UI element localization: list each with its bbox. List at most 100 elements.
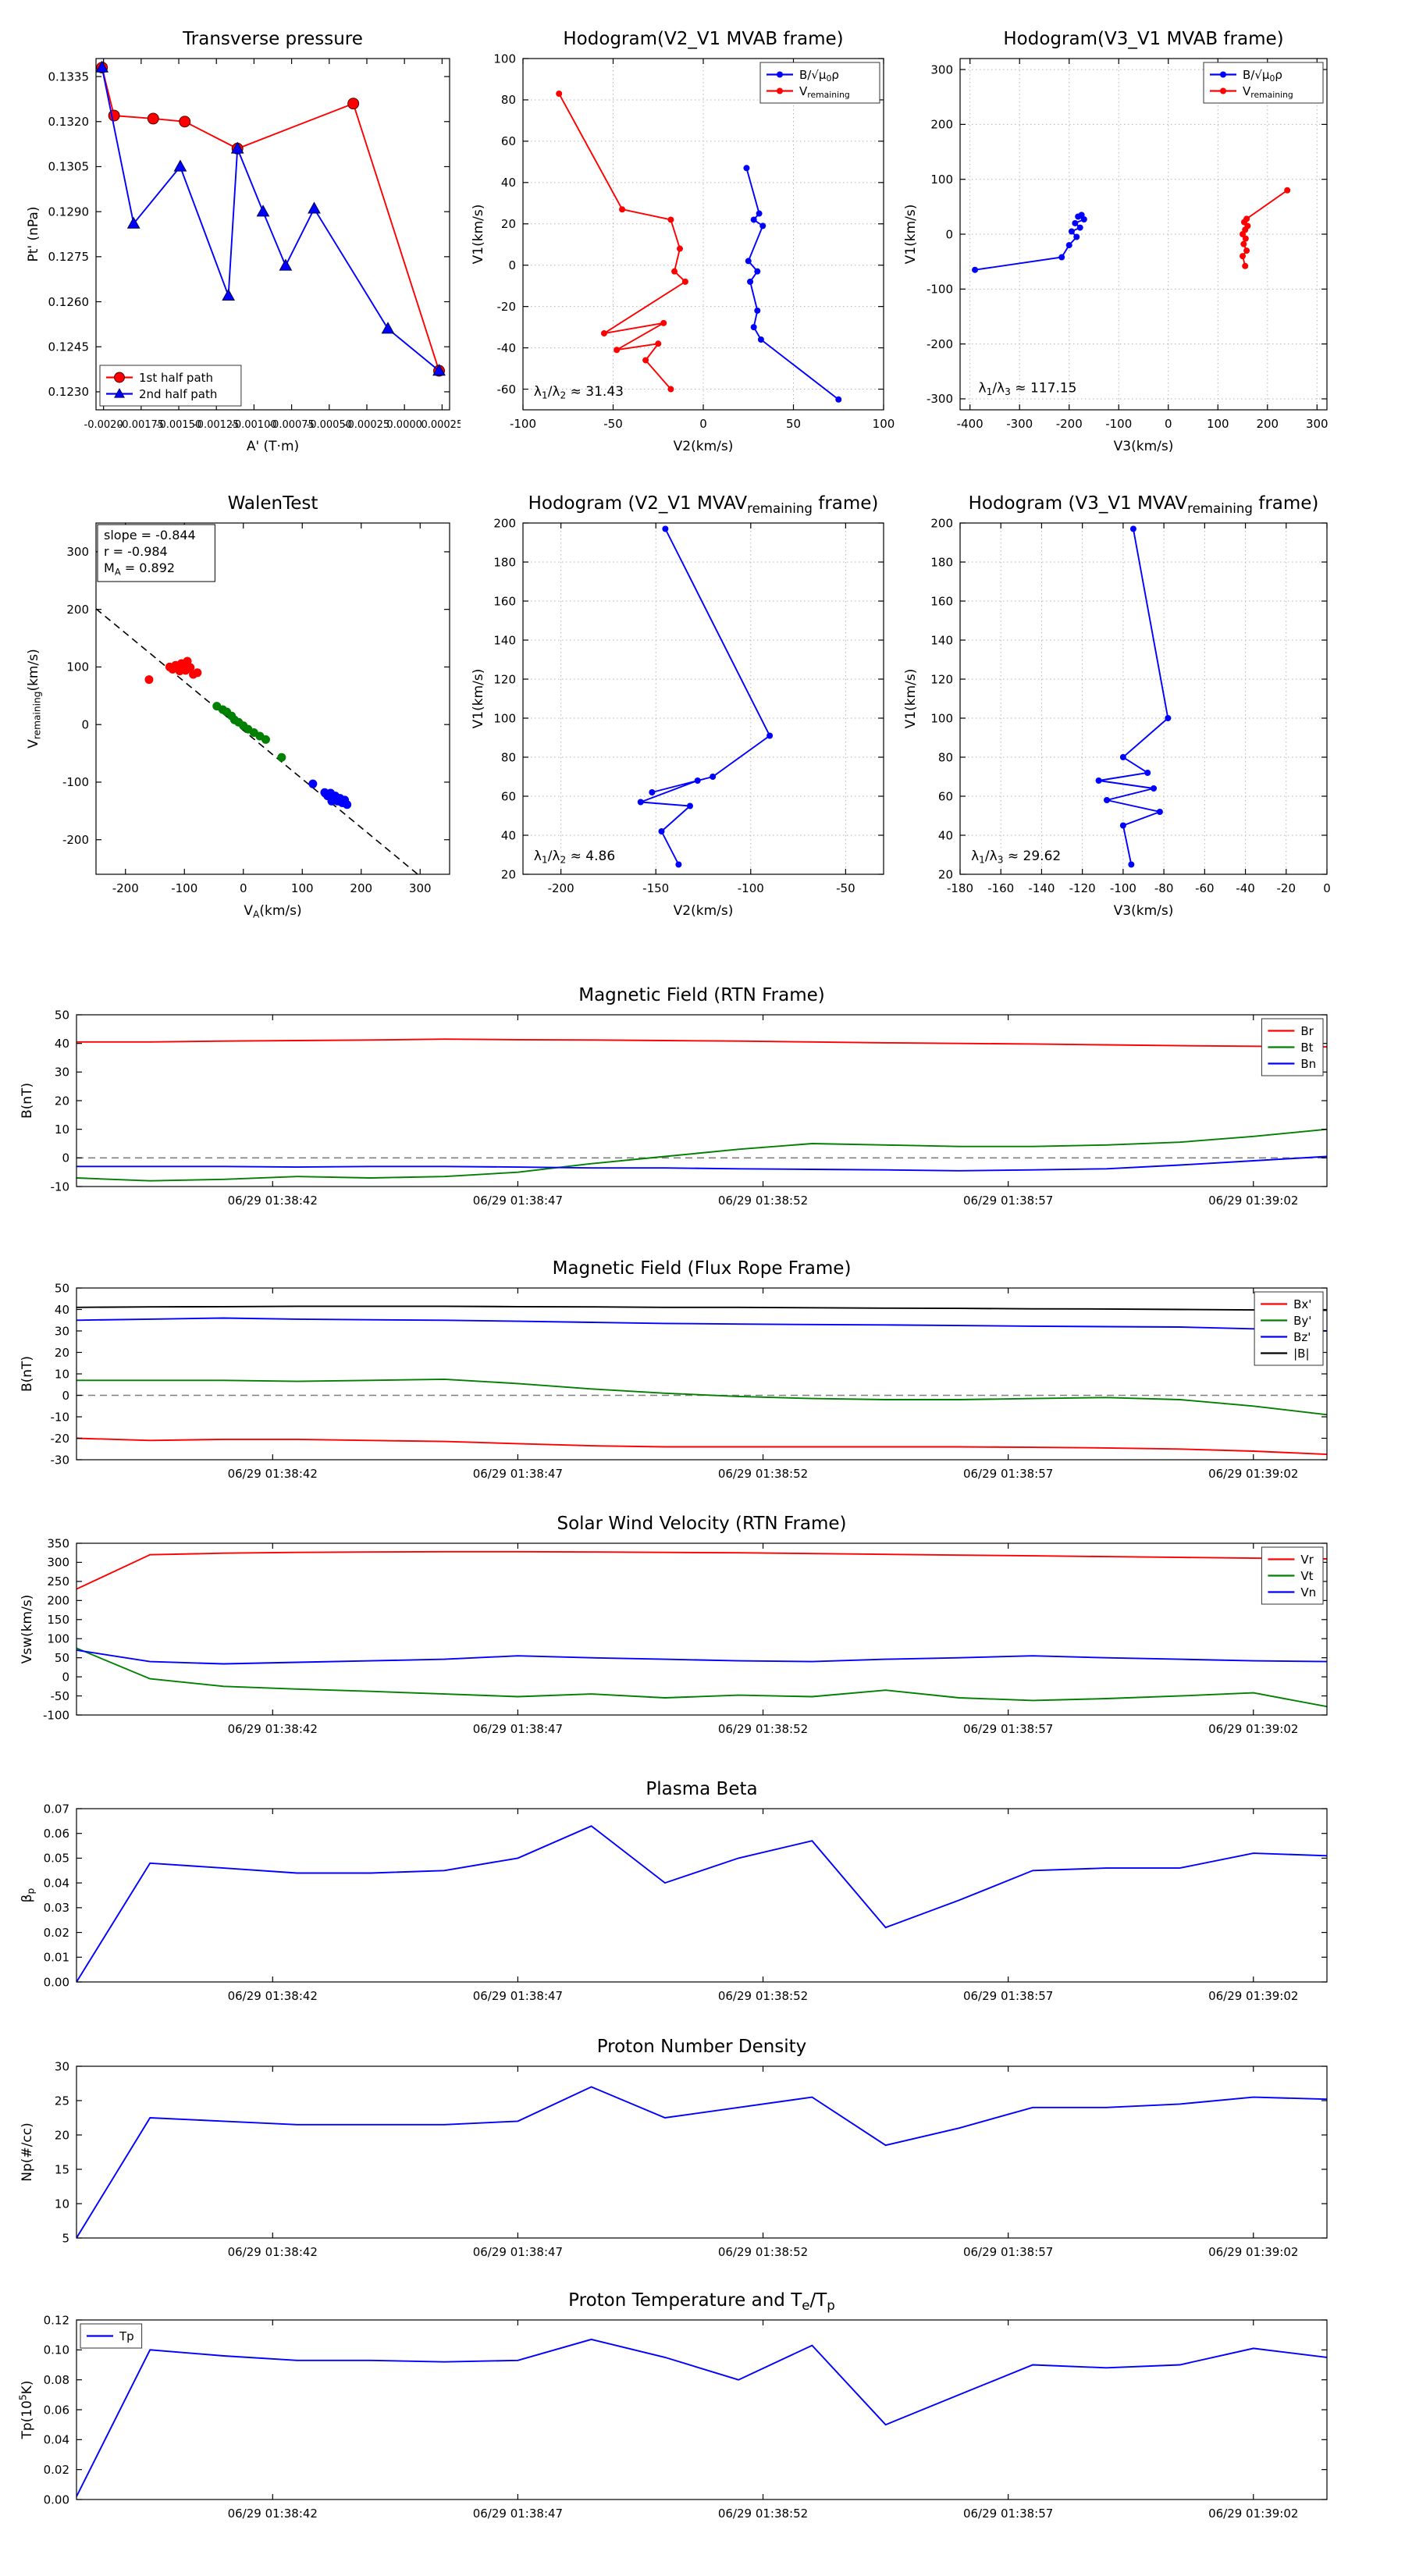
axes-frame [95,58,450,411]
y-axis-label: V1(km/s) [471,669,486,729]
y-tick-label: 180 [493,555,516,569]
y-tick-label: 50 [55,1281,69,1295]
x-tick-label: -0.00150 [156,419,201,431]
chart-proton-temperature: 06/29 01:38:42 06/29 01:38:47 06/29 01:38:… [18,2290,1328,2521]
y-tick-label: 120 [493,672,516,686]
y-tick-label: -100 [62,775,89,789]
x-axis-label: VA(km/s) [244,903,301,920]
y-tick-label: 40 [501,828,516,842]
x-tick-label: -0.00175 [119,419,164,431]
y-tick-label: 20 [55,1094,69,1108]
y-tick-label: 0.03 [44,1901,69,1915]
y-tick-label: 0 [62,1151,69,1165]
y-tick-label: 300 [66,545,89,559]
series-Vr [76,1550,1327,1590]
series-B-over-sqrt-mu0rho-markers [743,165,842,403]
legend-label: By' [1293,1314,1311,1328]
x-tick-label: 0 [699,417,707,431]
x-tick-label: 06/29 01:38:47 [473,2245,563,2259]
x-tick-label: 06/29 01:38:42 [228,1194,318,1208]
y-tick-label: 40 [55,1037,69,1051]
y-tick-label: 100 [930,711,953,725]
y-tick-label: 300 [47,1556,69,1570]
tick-marks [523,522,884,875]
y-tick-label: 0.1305 [48,160,90,174]
x-tick-label: 06/29 01:38:52 [718,1194,808,1208]
chart-magnetic-field-rtn: 06/29 01:38:42 06/29 01:38:47 06/29 01:38:… [20,985,1328,1208]
x-tick-label: 06/29 01:38:42 [228,1467,318,1481]
y-tick-label: 250 [47,1574,69,1589]
series-2nd half path [101,67,440,372]
x-tick-label: 06/29 01:39:02 [1208,2507,1298,2521]
x-tick-label: 06/29 01:39:02 [1208,1194,1298,1208]
stats-box [97,524,215,582]
series-2nd half path-markers [96,60,446,376]
series-group [556,91,842,403]
series-B-magnitude [76,1305,1327,1311]
y-tick-label: 15 [55,2162,69,2176]
x-tick-label: -300 [1006,417,1033,431]
chart-title: Hodogram (V3_V1 MVAVremaining frame) [969,493,1319,516]
x-tick-label: -150 [642,881,669,895]
y-tick-label: 50 [55,1008,69,1022]
series-group [972,187,1291,273]
x-tick-label: 100 [1207,417,1229,431]
y-tick-label: 100 [493,711,516,725]
x-tick-label: -400 [957,417,984,431]
chart-title: Magnetic Field (RTN Frame) [578,985,825,1005]
legend-label: Vremaining [1243,84,1293,100]
legend-label: Bz' [1293,1330,1311,1344]
x-tick-label: 06/29 01:38:42 [228,2507,318,2521]
x-tick-label: -0.0020 [84,419,123,431]
y-tick-label: 0.1275 [48,250,90,264]
y-tick-label: 100 [66,660,89,674]
y-tick-label: 20 [55,1346,69,1360]
chart-proton-number-density: 06/29 01:38:42 06/29 01:38:47 06/29 01:38:… [20,2037,1328,2259]
y-tick-label: 0.02 [44,2463,69,2477]
y-tick-label: 60 [501,789,516,803]
y-tick-label: 0.00 [44,1975,69,1989]
y-tick-label: 0.1335 [48,69,90,84]
annotation: λ1/λ2 ≈ 4.86 [534,849,615,866]
chart-title: Magnetic Field (Flux Rope Frame) [553,1258,852,1279]
x-tick-label: -200 [1056,417,1083,431]
chart-magnetic-field-flux-rope: 06/29 01:38:42 06/29 01:38:47 06/29 01:38:… [20,1258,1328,1481]
x-tick-label: 06/29 01:38:57 [963,1194,1053,1208]
y-axis-label: βp [20,1888,37,1902]
y-tick-label: 200 [493,516,516,530]
axes-frame [522,522,884,875]
y-tick-label: 120 [930,672,953,686]
series-Br [76,1038,1327,1048]
axes-frame [95,522,450,875]
chart-solar-wind-velocity: 06/29 01:38:42 06/29 01:38:47 06/29 01:38:… [20,1514,1328,1736]
chart-title: Hodogram(V2_V1 MVAB frame) [563,29,843,49]
y-tick-label: 0.07 [44,1802,69,1816]
y-tick-label: -40 [497,341,517,355]
y-tick-label: 0.01 [44,1951,69,1965]
x-tick-label: -180 [947,881,973,895]
tick-marks [959,522,1328,875]
y-tick-label: 80 [938,750,953,764]
legend: Bx' By' Bz' |B| [1254,1291,1324,1366]
panel-magnetic-field-rtn: 06/29 01:38:42 06/29 01:38:47 06/29 01:38:… [16,972,1343,1222]
y-tick-label: 180 [930,555,953,569]
y-tick-label: 160 [930,594,953,608]
series-group [76,1305,1327,1456]
y-tick-label: 200 [930,516,953,530]
y-tick-label: 150 [47,1613,69,1627]
legend: Br Bt Bn [1261,1018,1324,1076]
chart-title: Solar Wind Velocity (RTN Frame) [557,1514,846,1534]
x-tick-label: 06/29 01:38:47 [473,1722,563,1736]
x-tick-label: -50 [603,417,623,431]
y-tick-label: 30 [55,1324,69,1338]
y-tick-label: -10 [51,1179,70,1194]
y-tick-label: -200 [927,337,953,351]
y-tick-label: -100 [927,283,953,297]
x-tick-label: -120 [1069,881,1096,895]
y-tick-label: 0.1320 [48,115,90,129]
y-tick-label: 30 [55,2059,69,2073]
chart-transverse-pressure: -0.0020-0.00175-0.00150-0.00125-0.00100-… [26,29,463,454]
x-tick-label: -100 [1105,417,1132,431]
